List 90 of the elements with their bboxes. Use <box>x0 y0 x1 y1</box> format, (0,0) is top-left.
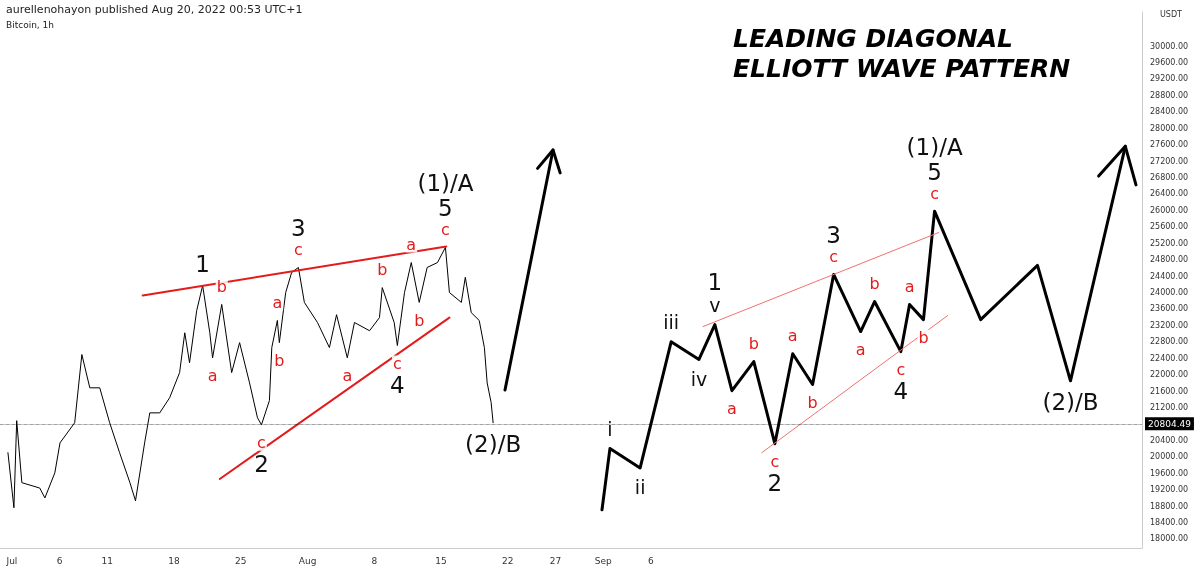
annotation: ii <box>634 476 646 499</box>
annotation: 5 <box>927 158 942 185</box>
y-tick-label: 28800.00 <box>1150 90 1189 100</box>
y-tick-label: 18800.00 <box>1150 501 1189 511</box>
x-tick-label: 6 <box>56 555 63 566</box>
annotation: (2)/B <box>465 431 522 458</box>
annotation: 2 <box>254 451 269 478</box>
annotation: 4 <box>893 378 909 405</box>
y-tick-label: 27200.00 <box>1150 156 1189 166</box>
annotation: i <box>607 418 613 441</box>
annotation: a <box>855 340 866 360</box>
x-tick-label: 25 <box>235 555 247 566</box>
annotation: b <box>918 328 929 348</box>
y-tick-label: 25200.00 <box>1150 238 1189 248</box>
annotation: a <box>727 399 737 419</box>
annotation: a <box>406 235 417 255</box>
annotation: Bitcoin, 1h <box>6 19 55 30</box>
x-tick-label: Aug <box>298 555 317 566</box>
annotation: iv <box>690 367 708 390</box>
annotation: v <box>709 294 721 317</box>
annotation: aurellenohayon published Aug 20, 2022 00:53 UTC+1 <box>6 3 303 16</box>
ref-line-label: 20804.49 <box>1148 418 1192 429</box>
x-tick-label: 18 <box>168 555 181 566</box>
x-tick-label: 27 <box>549 555 562 566</box>
y-tick-label: 27600.00 <box>1150 140 1189 150</box>
y-tick-label: 25600.00 <box>1150 222 1189 232</box>
y-tick-label: 20000.00 <box>1150 452 1189 462</box>
annotation: a <box>787 326 798 346</box>
annotation: c <box>829 246 839 266</box>
annotation: b <box>274 351 285 371</box>
y-tick-label: 23200.00 <box>1150 320 1189 330</box>
x-tick-label: 15 <box>435 555 447 566</box>
x-tick-label: 22 <box>502 555 514 566</box>
y-tick-label: 26400.00 <box>1150 189 1189 199</box>
x-tick-label: 11 <box>101 555 114 566</box>
annotation: b <box>807 393 818 413</box>
y-tick-label: 28000.00 <box>1150 123 1189 133</box>
x-tick-label: Sep <box>594 555 612 566</box>
annotation: c <box>896 360 906 380</box>
y-tick-label: 20400.00 <box>1150 435 1189 445</box>
y-tick-label: 19600.00 <box>1150 468 1189 478</box>
y-tick-label: 29200.00 <box>1150 74 1189 84</box>
y-tick-label: 24400.00 <box>1150 271 1189 281</box>
y-tick-label: 29600.00 <box>1150 58 1189 68</box>
y-tick-label: 22400.00 <box>1150 353 1189 363</box>
annotation: b <box>414 310 425 330</box>
annotation: 2 <box>767 470 783 497</box>
y-tick-label: 26800.00 <box>1150 173 1189 183</box>
y-tick-label: 18400.00 <box>1150 518 1189 528</box>
y-tick-label: 21200.00 <box>1150 403 1189 413</box>
annotation: b <box>377 260 388 280</box>
annotation: c <box>930 183 939 203</box>
x-tick-label: 8 <box>371 555 378 566</box>
y-tick-label: 24800.00 <box>1150 255 1189 265</box>
annotation: a <box>342 366 353 386</box>
y-tick-label: 22000.00 <box>1150 370 1189 380</box>
annotation: iii <box>663 311 680 334</box>
annotation: b <box>869 274 880 294</box>
annotation: a <box>272 292 283 312</box>
annotation: c <box>392 354 402 374</box>
annotation: 3 <box>826 221 841 248</box>
annotation: c <box>441 219 450 239</box>
annotation: 1 <box>707 269 723 296</box>
y-tick-label: 18000.00 <box>1150 534 1189 544</box>
y-tick-label: 28400.00 <box>1150 107 1189 117</box>
text: LEADING DIAGONAL ELLIOTT WAVE PATTERN <box>733 23 1071 83</box>
y-tick-label: 30000.00 <box>1150 41 1189 51</box>
annotation: b <box>748 334 759 354</box>
y-tick-label: 22800.00 <box>1150 337 1189 347</box>
y-axis-title: USDT <box>1160 9 1183 19</box>
annotation: a <box>207 366 218 386</box>
annotation: 1 <box>195 251 210 278</box>
y-tick-label: 26000.00 <box>1150 205 1189 215</box>
annotation: (1)/A <box>906 133 963 160</box>
annotation: (1)/A <box>417 169 474 196</box>
annotation: 3 <box>291 214 306 241</box>
x-tick-label: 6 <box>648 555 654 566</box>
annotation: (2)/B <box>1042 389 1099 416</box>
x-tick-label: Jul <box>5 555 18 566</box>
annotation: 5 <box>438 194 453 221</box>
annotation: c <box>257 433 266 453</box>
y-tick-label: 24000.00 <box>1150 288 1189 298</box>
y-tick-label: 19200.00 <box>1150 485 1189 495</box>
annotation: c <box>294 239 303 259</box>
annotation: c <box>770 452 780 472</box>
annotation: a <box>904 276 915 296</box>
annotation: 4 <box>390 372 405 399</box>
annotation: b <box>216 276 227 296</box>
y-tick-label: 23600.00 <box>1150 304 1189 314</box>
y-tick-label: 21600.00 <box>1150 386 1189 396</box>
